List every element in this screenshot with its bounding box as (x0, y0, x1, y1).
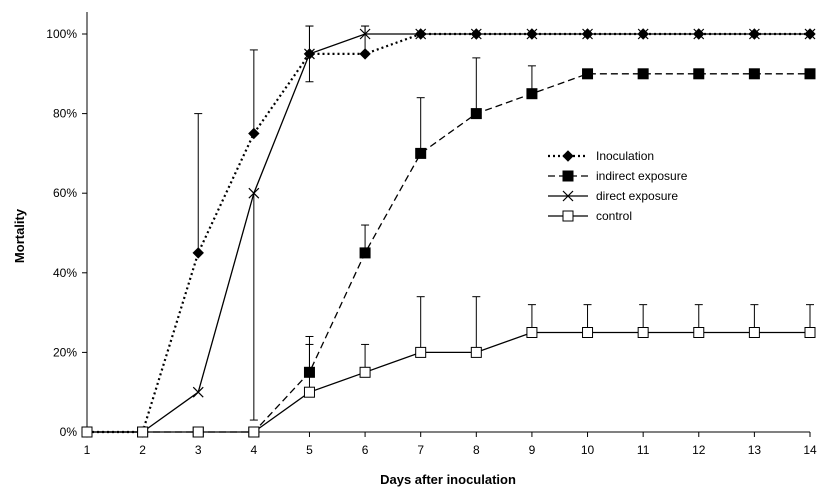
control-line (87, 331, 810, 433)
x-tick-label: 8 (473, 443, 480, 457)
direct-exposure-point (693, 28, 705, 40)
indirect-exposure-point (470, 108, 482, 120)
legend-label-direct-exposure: direct exposure (596, 189, 678, 203)
indirect-exposure-point (804, 68, 816, 80)
error-bars (194, 25, 814, 421)
x-marker-stroke (562, 190, 574, 202)
x-marker-stroke (248, 187, 260, 199)
y-tick-label: 100% (46, 27, 77, 41)
control-point (804, 327, 816, 338)
indirect-exposure-point (415, 147, 427, 159)
control-point (693, 327, 705, 338)
x-tick-label: 6 (362, 443, 369, 457)
indirect-exposure-line (87, 73, 810, 433)
x-tick-label: 14 (803, 443, 817, 457)
x-marker-stroke (526, 28, 538, 40)
series-lines (87, 32, 810, 434)
indirect-exposure-point (582, 68, 594, 80)
x-tick-label: 5 (306, 443, 313, 457)
x-tick-label: 3 (195, 443, 202, 457)
control-point (359, 366, 371, 378)
direct-exposure-point (582, 28, 593, 40)
direct-exposure-point (359, 28, 371, 40)
direct-exposure-point (415, 28, 427, 40)
y-tick-label: 80% (53, 107, 77, 121)
control-point (415, 346, 427, 358)
control-point (748, 327, 760, 338)
indirect-exposure-point (359, 247, 371, 259)
legend-marker-inoculation (562, 150, 574, 162)
y-tick-label: 60% (53, 186, 77, 200)
control-point (637, 327, 649, 338)
control-point (81, 426, 93, 438)
inoculation-point (192, 247, 204, 259)
x-tick-label: 9 (529, 443, 536, 457)
x-tick-label: 13 (748, 443, 762, 457)
x-marker-stroke (470, 28, 482, 40)
inoculation-point (248, 127, 260, 140)
x-tick-label: 12 (692, 443, 706, 457)
x-axis-title: Days after inoculation (380, 472, 516, 487)
direct-exposure-point (248, 187, 260, 199)
indirect-exposure-point (693, 68, 705, 80)
x-marker-stroke (359, 28, 371, 40)
series-markers (81, 28, 816, 438)
tick-labels: 0%20%40%60%80%100%1 2 3 4 5 6 7 8 9 10 11 12 13 14 (46, 27, 817, 457)
legend-marker-direct-exposure (562, 190, 574, 202)
y-tick-label: 40% (53, 266, 77, 280)
x-tick-label: 10 (581, 443, 595, 457)
legend-label-indirect-exposure: indirect exposure (596, 169, 688, 183)
legend-label-control: control (596, 209, 632, 223)
direct-exposure-point (804, 28, 816, 40)
x-marker-stroke (693, 28, 705, 40)
inoculation-point (359, 48, 371, 60)
legend: Inoculation indirect exposure direct expos… (542, 143, 712, 229)
x-tick-label: 7 (417, 443, 424, 457)
x-marker-stroke (637, 28, 649, 40)
direct-exposure-point (192, 386, 204, 398)
control-point (582, 327, 594, 338)
x-marker-stroke (582, 28, 593, 40)
inoculation-line (87, 32, 810, 434)
direct-exposure-line (87, 33, 810, 433)
y-tick-label: 0% (60, 425, 78, 439)
x-tick-label: 11 (637, 443, 650, 457)
direct-exposure-point (304, 48, 315, 60)
direct-exposure-point (470, 28, 482, 40)
indirect-exposure-point (748, 68, 760, 80)
control-point (526, 327, 538, 338)
control-point (303, 386, 315, 398)
y-axis-title: Mortality (12, 208, 27, 263)
indirect-exposure-point (637, 68, 649, 80)
direct-exposure-point (526, 28, 538, 40)
control-point (137, 426, 149, 438)
indirect-exposure-point (526, 88, 538, 100)
x-tick-label: 4 (251, 443, 258, 457)
indirect-exposure-point (303, 366, 315, 378)
direct-exposure-point (637, 28, 649, 40)
x-marker-stroke (192, 386, 204, 398)
legend-label-inoculation: Inoculation (596, 149, 654, 163)
x-tick-label: 2 (139, 443, 146, 457)
x-marker-stroke (748, 28, 760, 40)
x-marker-stroke (304, 48, 315, 60)
control-point (192, 426, 204, 438)
control-point (470, 346, 482, 358)
x-marker-stroke (415, 28, 427, 40)
legend-marker-control (562, 210, 574, 222)
x-marker-stroke (804, 28, 816, 40)
x-tick-label: 1 (84, 443, 91, 457)
control-point (248, 426, 260, 438)
legend-marker-indirect-exposure (562, 170, 574, 182)
y-tick-label: 20% (53, 345, 77, 359)
direct-exposure-point (748, 28, 760, 40)
